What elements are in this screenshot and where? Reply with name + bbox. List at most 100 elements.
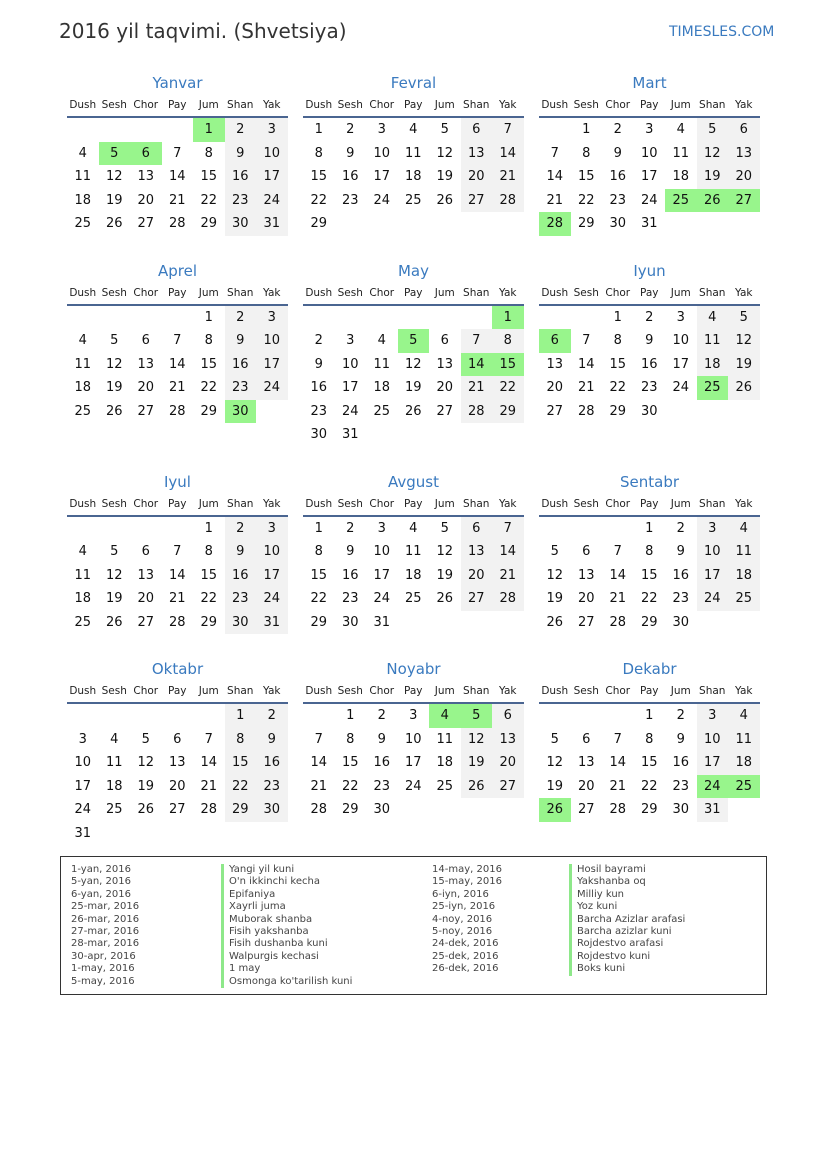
day-cell[interactable]: 20	[436, 380, 454, 395]
day-cell[interactable]: 20	[492, 751, 524, 775]
day-cell[interactable]: 6	[460, 516, 492, 540]
day-cell[interactable]: 4	[78, 333, 87, 348]
day-cell[interactable]: 16	[224, 165, 256, 189]
day-cell[interactable]: 23	[341, 192, 359, 208]
day-cell[interactable]: 4	[409, 520, 418, 536]
day-cell[interactable]: 21	[492, 563, 524, 587]
day-cell[interactable]: 10	[640, 145, 658, 161]
day-cell[interactable]: 8	[645, 731, 654, 747]
day-cell[interactable]: 13	[460, 141, 492, 165]
day-cell[interactable]: 19	[696, 165, 728, 189]
day-cell[interactable]: 19	[460, 751, 492, 775]
day-cell[interactable]: 8	[645, 544, 654, 559]
day-cell[interactable]: 21	[168, 192, 186, 208]
day-cell[interactable]: 29	[310, 216, 328, 231]
day-cell[interactable]: 5	[141, 731, 150, 747]
day-cell[interactable]: 2	[613, 122, 622, 137]
day-cell[interactable]: 11	[672, 145, 690, 161]
day-cell[interactable]: 1	[346, 708, 355, 723]
day-cell[interactable]: 25	[696, 376, 728, 400]
day-cell[interactable]: 17	[256, 563, 288, 587]
day-cell[interactable]: 1	[314, 520, 323, 536]
day-cell[interactable]: 25	[373, 403, 391, 419]
day-cell[interactable]: 17	[373, 169, 391, 184]
day-cell[interactable]: 15	[640, 755, 658, 770]
day-cell[interactable]: 1	[224, 704, 256, 728]
day-cell[interactable]: 4	[728, 516, 760, 540]
day-cell[interactable]: 24	[341, 403, 359, 419]
day-cell[interactable]: 21	[310, 778, 328, 794]
day-cell[interactable]: 9	[645, 333, 654, 348]
day-cell[interactable]: 20	[137, 380, 155, 395]
day-cell[interactable]: 26	[460, 774, 492, 798]
day-cell[interactable]: 12	[105, 567, 123, 583]
day-cell[interactable]: 25	[74, 614, 92, 630]
day-cell[interactable]: 16	[256, 751, 288, 775]
day-cell[interactable]: 11	[74, 169, 92, 184]
day-cell[interactable]: 28	[168, 216, 186, 231]
day-cell[interactable]: 2	[314, 333, 323, 348]
day-cell[interactable]: 28	[200, 802, 218, 817]
day-cell[interactable]: 6	[141, 544, 150, 559]
day-cell[interactable]: 6	[440, 333, 449, 348]
day-cell[interactable]: 24	[672, 380, 690, 395]
day-cell[interactable]: 9	[676, 544, 685, 559]
day-cell[interactable]: 23	[224, 188, 256, 212]
day-cell[interactable]: 28	[609, 614, 627, 630]
day-cell[interactable]: 28	[492, 188, 524, 212]
day-cell[interactable]: 1	[204, 520, 213, 536]
day-cell[interactable]: 2	[645, 309, 654, 325]
day-cell[interactable]: 28	[492, 587, 524, 611]
day-cell[interactable]: 23	[672, 591, 690, 606]
day-cell[interactable]: 21	[609, 591, 627, 606]
day-cell[interactable]: 12	[546, 567, 564, 583]
day-cell[interactable]: 19	[436, 567, 454, 583]
day-cell[interactable]: 20	[168, 778, 186, 794]
day-cell[interactable]: 6	[492, 704, 524, 728]
day-cell[interactable]: 19	[105, 591, 123, 606]
day-cell[interactable]: 4	[78, 145, 87, 161]
day-cell[interactable]: 7	[582, 333, 591, 348]
day-cell[interactable]: 17	[404, 755, 422, 770]
day-cell[interactable]: 8	[492, 329, 524, 353]
day-cell[interactable]: 7	[613, 544, 622, 559]
day-cell[interactable]: 22	[310, 192, 328, 208]
day-cell[interactable]: 16	[640, 356, 658, 372]
day-cell[interactable]: 7	[613, 731, 622, 747]
day-cell[interactable]: 12	[728, 329, 760, 353]
day-cell[interactable]: 23	[672, 778, 690, 794]
day-cell[interactable]: 6	[728, 118, 760, 142]
day-cell[interactable]: 24	[74, 802, 92, 817]
day-cell[interactable]: 19	[728, 352, 760, 376]
day-cell[interactable]: 8	[314, 544, 323, 559]
day-cell[interactable]: 19	[137, 778, 155, 794]
day-cell[interactable]: 21	[168, 380, 186, 395]
day-cell[interactable]: 6	[539, 329, 571, 353]
day-cell[interactable]: 20	[546, 380, 564, 395]
day-cell[interactable]: 4	[377, 333, 386, 348]
day-cell[interactable]: 23	[640, 380, 658, 395]
day-cell[interactable]: 19	[404, 380, 422, 395]
day-cell[interactable]: 15	[200, 169, 218, 184]
day-cell[interactable]: 18	[74, 380, 92, 395]
day-cell[interactable]: 11	[74, 356, 92, 372]
day-cell[interactable]: 7	[173, 544, 182, 559]
day-cell[interactable]: 17	[256, 352, 288, 376]
day-cell[interactable]: 5	[98, 141, 130, 165]
day-cell[interactable]: 30	[224, 212, 256, 236]
day-cell[interactable]: 3	[377, 122, 386, 137]
day-cell[interactable]: 15	[310, 169, 328, 184]
day-cell[interactable]: 1	[193, 118, 225, 142]
day-cell[interactable]: 2	[377, 708, 386, 723]
day-cell[interactable]: 8	[224, 727, 256, 751]
day-cell[interactable]: 3	[256, 516, 288, 540]
day-cell[interactable]: 22	[200, 591, 218, 606]
day-cell[interactable]: 4	[728, 704, 760, 728]
day-cell[interactable]: 30	[310, 427, 328, 442]
day-cell[interactable]: 22	[609, 380, 627, 395]
day-cell[interactable]: 15	[640, 567, 658, 583]
day-cell[interactable]: 7	[460, 329, 492, 353]
day-cell[interactable]: 25	[728, 587, 760, 611]
day-cell[interactable]: 24	[696, 774, 728, 798]
day-cell[interactable]: 14	[168, 567, 186, 583]
